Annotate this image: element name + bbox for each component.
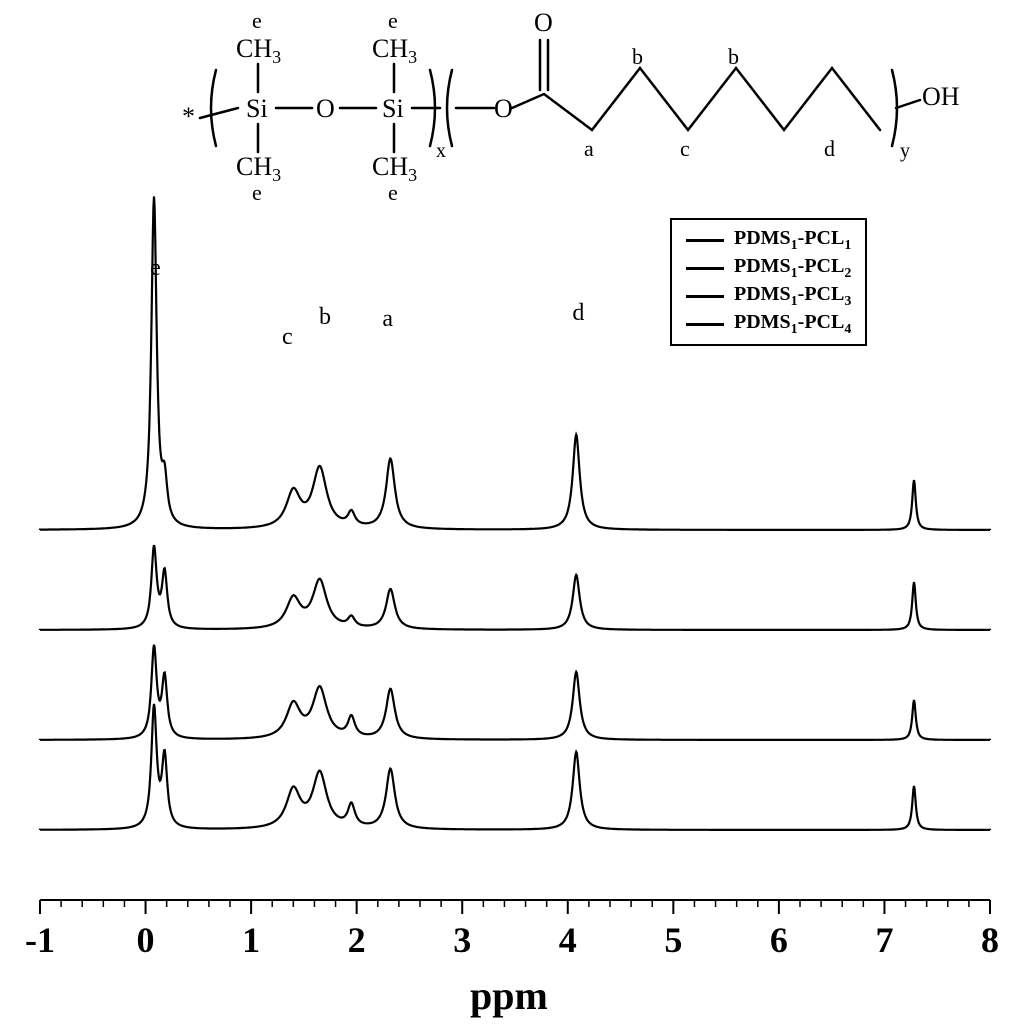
svg-text:4: 4: [559, 920, 577, 960]
svg-text:-1: -1: [25, 920, 55, 960]
peak-label-b: b: [319, 304, 331, 331]
nmr-plot: -1 0 1 2 3 4 5 6 7 8: [0, 0, 1030, 1032]
peak-label-a: a: [382, 306, 393, 333]
svg-text:6: 6: [770, 920, 788, 960]
svg-text:5: 5: [664, 920, 682, 960]
svg-text:3: 3: [453, 920, 471, 960]
peak-label-c: c: [282, 324, 293, 351]
svg-text:1: 1: [242, 920, 260, 960]
peak-label-d: d: [572, 300, 584, 327]
svg-text:2: 2: [348, 920, 366, 960]
svg-text:8: 8: [981, 920, 999, 960]
svg-text:7: 7: [875, 920, 893, 960]
nmr-figure: * Si O Si CH3 CH3 CH3 CH3 e e e e x y O …: [0, 0, 1030, 1032]
svg-text:0: 0: [137, 920, 155, 960]
x-axis-label: ppm: [470, 972, 548, 1019]
peak-label-e: e: [150, 255, 161, 282]
